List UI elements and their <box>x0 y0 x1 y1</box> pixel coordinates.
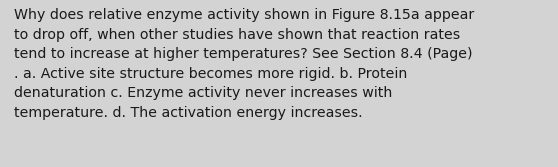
Text: Why does relative enzyme activity shown in Figure 8.15a appear
to drop off, when: Why does relative enzyme activity shown … <box>14 8 474 120</box>
